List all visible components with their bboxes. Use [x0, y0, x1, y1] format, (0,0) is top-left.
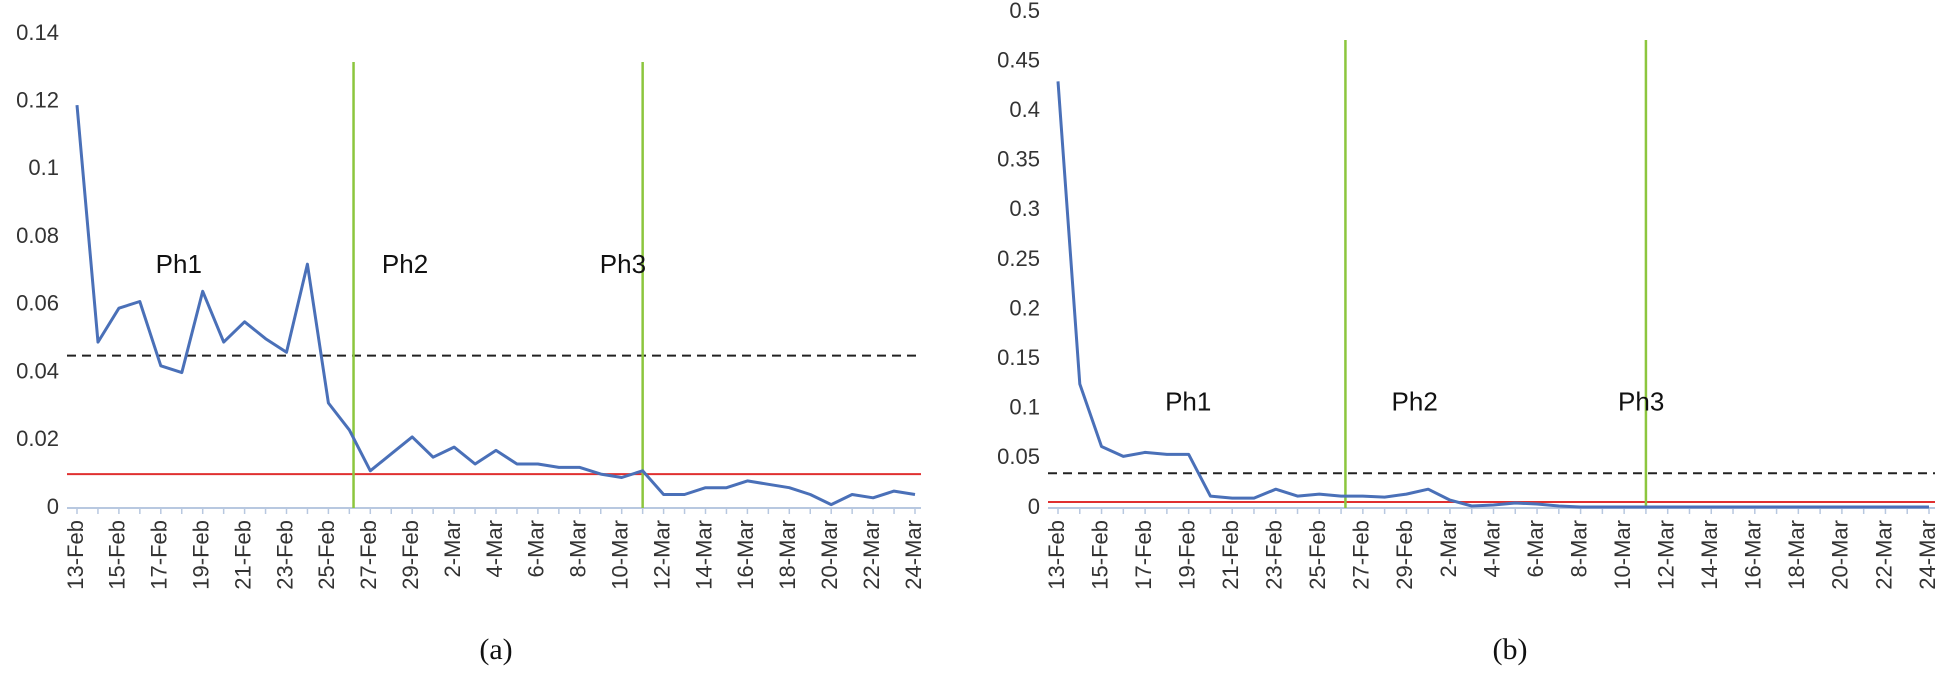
- y-tick-label: 0: [47, 494, 59, 519]
- x-tick-label: 22-Mar: [1871, 520, 1896, 590]
- y-tick-label: 0.4: [1009, 97, 1040, 122]
- x-tick-label: 22-Mar: [859, 520, 884, 590]
- x-tick-label: 17-Feb: [1131, 520, 1156, 590]
- y-tick-label: 0.12: [16, 88, 59, 113]
- y-tick-label: 0.3: [1009, 196, 1040, 221]
- y-tick-label: 0.2: [1009, 295, 1040, 320]
- phase-label: Ph1: [156, 249, 202, 279]
- x-tick-label: 19-Feb: [189, 520, 214, 590]
- data-line: [1056, 81, 1929, 509]
- y-tick-label: 0.1: [1009, 395, 1040, 420]
- y-tick-label: 0.35: [997, 147, 1040, 172]
- x-tick-label: 16-Mar: [733, 520, 758, 590]
- x-tick-label: 12-Mar: [649, 520, 674, 590]
- x-tick-label: 12-Mar: [1654, 520, 1679, 590]
- x-tick-label: 13-Feb: [1044, 520, 1069, 590]
- x-tick-label: 8-Mar: [1566, 520, 1591, 577]
- x-tick-label: 14-Mar: [1697, 520, 1722, 590]
- x-tick-label: 23-Feb: [272, 520, 297, 590]
- x-tick-label: 24-Mar: [1915, 520, 1940, 590]
- phase-label: Ph3: [600, 249, 646, 279]
- caption: (a): [479, 633, 512, 666]
- phase-label: Ph1: [1165, 387, 1211, 417]
- x-tick-label: 6-Mar: [524, 520, 549, 577]
- x-tick-label: 4-Mar: [482, 520, 507, 577]
- y-tick-label: 0.02: [16, 426, 59, 451]
- y-tick-label: 0.25: [997, 246, 1040, 271]
- x-tick-label: 21-Feb: [230, 520, 255, 590]
- y-tick-label: 0.5: [1009, 0, 1040, 23]
- x-tick-label: 8-Mar: [566, 520, 591, 577]
- y-tick-label: 0.45: [997, 47, 1040, 72]
- x-tick-label: 13-Feb: [63, 520, 88, 590]
- x-tick-label: 23-Feb: [1262, 520, 1287, 590]
- x-tick-label: 10-Mar: [1610, 520, 1635, 590]
- x-tick-label: 2-Mar: [1436, 520, 1461, 577]
- x-tick-label: 6-Mar: [1523, 520, 1548, 577]
- y-tick-label: 0.08: [16, 223, 59, 248]
- x-tick-label: 18-Mar: [775, 520, 800, 590]
- x-tick-label: 16-Mar: [1741, 520, 1766, 590]
- data-line: [75, 104, 916, 507]
- x-tick-label: 14-Mar: [691, 520, 716, 590]
- y-tick-label: 0: [1028, 494, 1040, 519]
- phase-label: Ph3: [1618, 387, 1664, 417]
- x-tick-label: 17-Feb: [147, 520, 172, 590]
- x-tick-label: 2-Mar: [440, 520, 465, 577]
- x-tick-label: 24-Mar: [901, 520, 926, 590]
- caption: (b): [1493, 633, 1528, 666]
- x-tick-label: 25-Feb: [314, 520, 339, 590]
- x-tick-label: 10-Mar: [608, 520, 633, 590]
- x-tick-label: 15-Feb: [1087, 520, 1112, 590]
- y-tick-label: 0.05: [997, 444, 1040, 469]
- phase-label: Ph2: [1392, 387, 1438, 417]
- y-tick-label: 0.14: [16, 20, 59, 45]
- y-tick-label: 0.06: [16, 291, 59, 316]
- x-tick-label: 20-Mar: [817, 520, 842, 590]
- x-tick-label: 27-Feb: [1349, 520, 1374, 590]
- x-tick-label: 29-Feb: [1392, 520, 1417, 590]
- x-tick-label: 18-Mar: [1784, 520, 1809, 590]
- y-tick-label: 0.15: [997, 345, 1040, 370]
- y-tick-label: 0.04: [16, 358, 59, 383]
- x-tick-label: 15-Feb: [105, 520, 130, 590]
- x-tick-label: 21-Feb: [1218, 520, 1243, 590]
- x-tick-label: 19-Feb: [1174, 520, 1199, 590]
- x-tick-label: 25-Feb: [1305, 520, 1330, 590]
- x-tick-label: 20-Mar: [1828, 520, 1853, 590]
- x-tick-label: 4-Mar: [1479, 520, 1504, 577]
- x-tick-label: 27-Feb: [356, 520, 381, 590]
- x-tick-label: 29-Feb: [398, 520, 423, 590]
- y-tick-label: 0.1: [28, 155, 59, 180]
- phase-label: Ph2: [382, 249, 428, 279]
